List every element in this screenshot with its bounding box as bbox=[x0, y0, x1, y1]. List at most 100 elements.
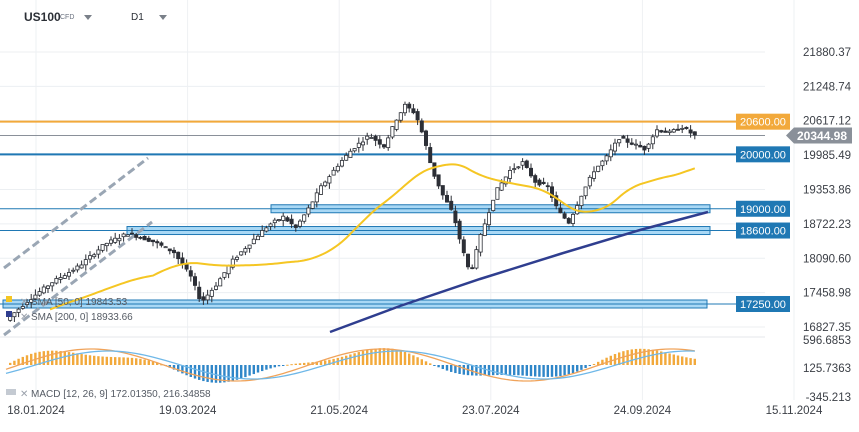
macd-histogram-bar bbox=[105, 356, 108, 365]
current-price-tag[interactable] bbox=[786, 127, 852, 144]
macd-histogram-bar bbox=[198, 365, 201, 380]
macd-histogram-bar bbox=[21, 356, 24, 365]
candle-body bbox=[411, 108, 416, 114]
macd-tick-label: -345.213 bbox=[806, 392, 851, 404]
macd-histogram-bar bbox=[193, 365, 197, 379]
macd-histogram-bar bbox=[139, 358, 142, 365]
candle-body bbox=[550, 186, 555, 198]
macd-line bbox=[5, 348, 695, 382]
date-axis[interactable]: 18.01.2024 19.03.2024 21.05.2024 23.07.2024… bbox=[7, 405, 823, 417]
macd-histogram-bar bbox=[563, 365, 566, 376]
candle-body bbox=[335, 165, 340, 172]
macd-histogram-bar bbox=[147, 360, 150, 365]
candle-body bbox=[344, 154, 349, 161]
macd-histogram-bar bbox=[651, 349, 654, 365]
macd-histogram-bar bbox=[67, 352, 71, 365]
candle-body bbox=[281, 215, 286, 221]
level-tag-20600.00[interactable] bbox=[736, 113, 790, 130]
sma200-line bbox=[329, 210, 709, 334]
macd-histogram-bar bbox=[479, 365, 482, 376]
trendlines[interactable] bbox=[3, 156, 153, 337]
price-tick-label: 20617.12 bbox=[803, 116, 851, 128]
candle-body bbox=[302, 214, 307, 222]
macd-histogram-bar bbox=[172, 365, 176, 370]
candle-body bbox=[465, 253, 470, 268]
candle-body bbox=[617, 139, 622, 144]
price-tick-label: 19985.49 bbox=[803, 150, 851, 162]
candle-body bbox=[369, 137, 374, 139]
macd-histogram-bar bbox=[88, 355, 92, 365]
macd-histogram-bar bbox=[538, 365, 541, 377]
candle-body bbox=[243, 248, 248, 253]
candle-body bbox=[478, 234, 483, 253]
candle-body bbox=[104, 242, 109, 247]
candle-body bbox=[621, 136, 626, 139]
candle-body bbox=[592, 171, 597, 179]
macd-histogram-bar bbox=[508, 365, 512, 375]
candle-body bbox=[449, 200, 454, 210]
horizontal-levels[interactable] bbox=[0, 120, 765, 156]
level-tag-20000.00[interactable] bbox=[736, 146, 790, 163]
symbol-chevron-down-icon[interactable] bbox=[84, 15, 92, 20]
channel-lower-line[interactable] bbox=[3, 220, 153, 337]
symbol-selector[interactable]: US100 bbox=[24, 10, 61, 24]
candle-body bbox=[386, 137, 391, 149]
macd-histogram-bar bbox=[17, 358, 20, 365]
level-tag-18600.00[interactable] bbox=[736, 222, 790, 239]
macd-histogram-bar bbox=[492, 365, 495, 376]
candle-body bbox=[83, 259, 88, 266]
macd-histogram-bar bbox=[101, 356, 104, 365]
macd-histogram-bar bbox=[626, 350, 629, 365]
candle-body bbox=[600, 160, 605, 167]
macd-histogram-bar bbox=[555, 365, 558, 377]
level-tag-17250.00[interactable] bbox=[736, 295, 790, 312]
timeframe-chevron-down-icon[interactable] bbox=[159, 15, 167, 20]
macd-histogram-bar bbox=[340, 356, 344, 365]
candle-body bbox=[171, 249, 176, 254]
candle-body bbox=[71, 269, 76, 272]
indicator-legend[interactable]: ✕ SMA [50, 0] 19843.53✕ SMA [200, 0] 18933… bbox=[6, 296, 211, 400]
macd-histogram-bar bbox=[571, 365, 575, 374]
indicator-close-icon[interactable]: ✕ bbox=[20, 312, 28, 323]
macd-histogram-bar bbox=[429, 363, 432, 365]
indicator-close-icon[interactable]: ✕ bbox=[20, 297, 28, 308]
macd-histogram-bar bbox=[202, 365, 205, 382]
candle-body bbox=[680, 127, 685, 130]
macd-histogram-bar bbox=[361, 350, 365, 365]
candle-body bbox=[436, 174, 441, 187]
grid bbox=[0, 0, 795, 400]
macd-histogram-bar bbox=[130, 357, 134, 365]
macd-histogram-bar bbox=[265, 365, 268, 370]
level-labels[interactable]: 20600.00 20000.00 19000.00 18600.00 17250.00… bbox=[736, 113, 852, 312]
candle-body bbox=[176, 251, 181, 260]
macd-histogram-bar bbox=[315, 361, 318, 365]
level-tag-19000.00[interactable] bbox=[736, 200, 790, 217]
date-tick-label: 24.09.2024 bbox=[614, 405, 672, 417]
candle-body bbox=[529, 167, 534, 177]
candle-body bbox=[558, 207, 563, 214]
macd-histogram-bar bbox=[214, 365, 218, 383]
macd-histogram-bar bbox=[349, 354, 352, 365]
macd-histogram-bar bbox=[269, 365, 272, 369]
macd-histogram-bar bbox=[303, 362, 306, 365]
macd-histogram-bar bbox=[681, 356, 684, 365]
macd-histogram-bar bbox=[672, 354, 675, 365]
date-tick-label: 23.07.2024 bbox=[462, 405, 520, 417]
candle-body bbox=[398, 112, 403, 121]
macd-histogram-bar bbox=[391, 348, 394, 365]
channel-upper-line[interactable] bbox=[3, 156, 149, 270]
candle-body bbox=[138, 236, 143, 239]
macd-histogram-bar bbox=[51, 350, 54, 365]
macd-histogram-bar bbox=[252, 365, 255, 375]
candle-body bbox=[520, 161, 525, 166]
price-tick-label: 16827.35 bbox=[803, 322, 851, 334]
timeframe-selector[interactable]: D1 bbox=[131, 12, 144, 23]
candle-body bbox=[491, 199, 496, 211]
macd-histogram-bar bbox=[282, 365, 285, 366]
candle-body bbox=[495, 187, 500, 200]
candle-body bbox=[650, 136, 655, 145]
price-axis[interactable]: 21880.37 21248.74 20617.12 19985.49 19353.86… bbox=[803, 47, 852, 404]
macd-close-icon[interactable]: ✕ bbox=[20, 389, 28, 400]
